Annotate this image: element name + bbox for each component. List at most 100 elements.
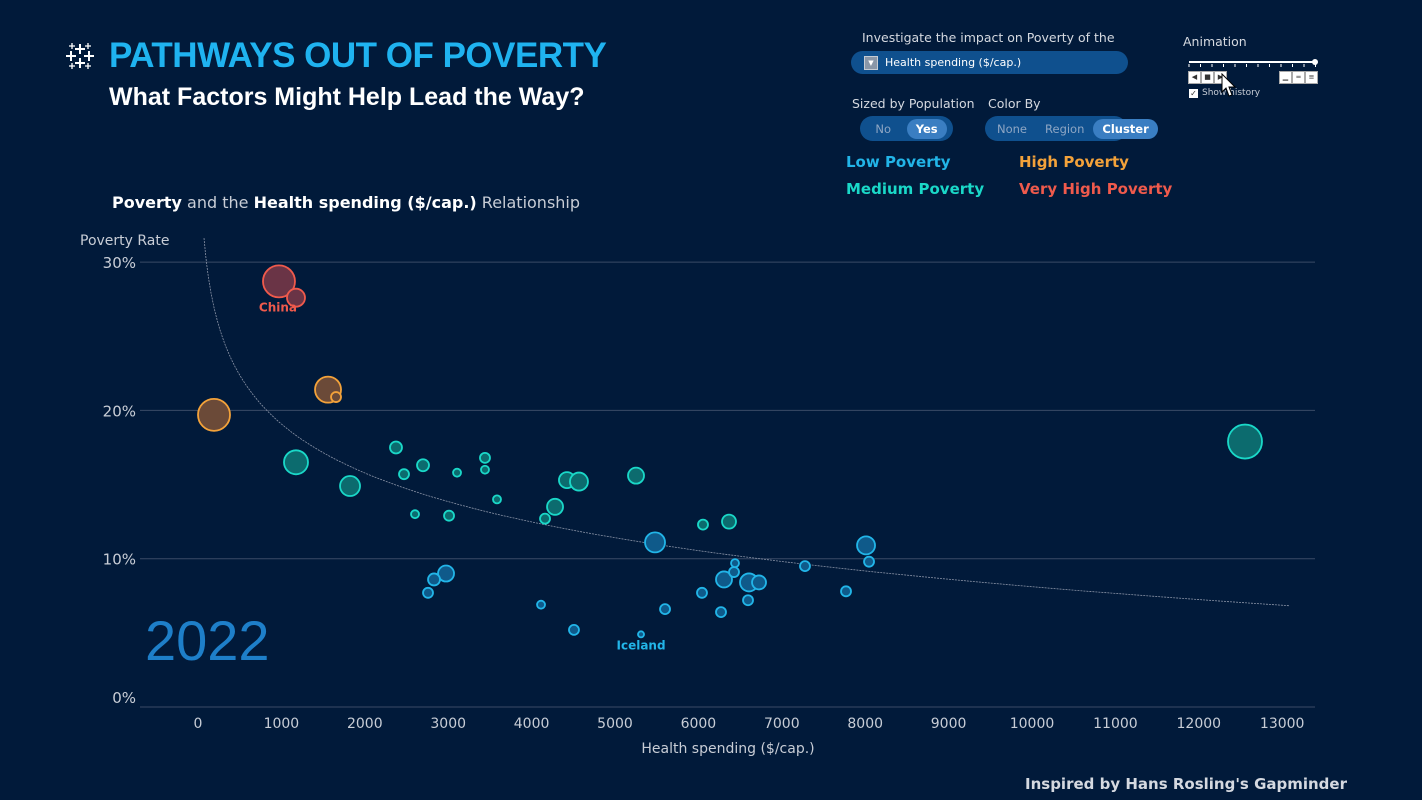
data-point-low[interactable] [742,594,754,607]
x-tick-label: 10000 [1010,716,1055,732]
chart-heading: Poverty and the Health spending ($/cap.)… [112,193,580,212]
color-by-toggle[interactable]: None Region Cluster [985,116,1158,141]
x-tick-label: 6000 [681,716,717,732]
color-option-region[interactable]: Region [1045,121,1085,136]
measure-selected-value: Health spending ($/cap.) [885,56,1022,69]
data-point-medium[interactable] [546,497,564,516]
data-point-low[interactable] [659,603,671,616]
data-point-medium[interactable] [721,513,737,530]
x-tick-label: 12000 [1177,716,1222,732]
x-tick-label: 5000 [597,716,633,732]
data-point-low[interactable] [427,572,441,587]
x-tick-label: 0 [194,716,203,732]
data-point-low[interactable] [728,566,740,578]
step-back-icon[interactable]: ◀ [1188,71,1201,84]
point-label: Iceland [616,638,665,652]
data-point-medium[interactable] [479,451,491,464]
stop-icon[interactable]: ■ [1201,71,1214,84]
data-point-medium[interactable] [443,509,455,522]
data-point-high[interactable] [330,391,342,403]
data-point-low[interactable] [644,531,666,554]
checkbox-checked-icon[interactable]: ✓ [1189,88,1198,98]
data-point-low[interactable] [715,606,727,618]
data-point-low[interactable] [840,585,852,598]
x-tick-label: 11000 [1093,716,1138,732]
data-point-low[interactable] [856,535,876,556]
x-tick-label: 8000 [847,716,883,732]
data-point-veryhigh[interactable] [286,287,306,308]
legend-low-poverty: Low Poverty [846,153,951,171]
data-point-medium[interactable] [452,467,462,478]
color-option-none[interactable]: None [997,121,1028,136]
data-point-low[interactable] [730,558,740,569]
color-by-label: Color By [988,96,1041,111]
data-point-low[interactable] [863,555,875,568]
animation-controls: ◀ ■ ▶ ▁ ═ ≡ [1188,71,1320,85]
legend-very-high-poverty: Very High Poverty [1019,180,1173,198]
data-point-medium[interactable] [416,458,430,473]
dropdown-arrow-icon[interactable]: ▼ [864,55,878,70]
animation-label: Animation [1183,34,1247,49]
data-point-medium[interactable] [410,509,420,520]
speed-medium-icon[interactable]: ═ [1292,71,1305,84]
sized-by-label: Sized by Population [852,96,975,111]
data-point-medium[interactable] [480,464,490,475]
data-point-veryhigh[interactable] [262,264,296,299]
x-tick-label: 4000 [514,716,550,732]
y-tick-label: 0% [112,689,136,707]
x-tick-label: 1000 [264,716,300,732]
y-tick-label: 10% [103,551,136,569]
speed-slow-icon[interactable]: ▁ [1279,71,1292,84]
data-point-medium[interactable] [398,468,410,481]
y-tick-label: 30% [103,254,136,272]
heading-measure: Health spending ($/cap.) [253,193,477,212]
data-point-medium[interactable] [1227,423,1263,460]
sized-option-no[interactable]: No [875,121,891,136]
speed-fast-icon[interactable]: ≡ [1305,71,1318,84]
data-point-medium[interactable] [339,475,361,497]
data-point-medium[interactable] [283,449,309,476]
data-point-medium[interactable] [569,471,589,492]
data-point-low[interactable] [696,586,708,599]
animation-slider[interactable] [1188,58,1318,68]
data-point-low[interactable] [536,599,546,610]
data-point-low[interactable] [637,630,645,639]
trend-line [203,238,1290,607]
data-point-medium[interactable] [627,466,645,485]
data-point-high[interactable] [197,397,231,432]
page-title: PATHWAYS OUT OF POVERTY [109,36,607,75]
heading-relationship: Relationship [476,193,581,212]
y-axis-label: Poverty Rate [80,233,170,249]
slider-thumb[interactable] [1312,59,1318,65]
data-point-medium[interactable] [492,494,502,505]
color-option-cluster[interactable]: Cluster [1093,118,1158,139]
data-point-medium[interactable] [539,512,551,525]
data-point-low[interactable] [715,570,733,589]
x-tick-label: 13000 [1260,716,1305,732]
x-tick-label: 3000 [430,716,466,732]
data-point-low[interactable] [568,623,580,636]
sized-option-yes[interactable]: Yes [906,118,947,139]
data-point-low[interactable] [422,586,434,599]
year-label: 2022 [145,609,270,672]
sized-by-toggle[interactable]: No Yes [860,116,953,141]
x-tick-label: 2000 [347,716,383,732]
mouse-cursor-icon [1221,73,1237,97]
x-tick-label: 9000 [931,716,967,732]
tableau-logo-icon [66,43,94,69]
x-tick-label: 7000 [764,716,800,732]
data-point-low[interactable] [799,560,811,573]
x-axis-label: Health spending ($/cap.) [641,741,814,757]
legend-medium-poverty: Medium Poverty [846,180,985,198]
data-point-low[interactable] [437,564,455,583]
data-point-medium[interactable] [389,440,403,455]
page-subtitle: What Factors Might Help Lead the Way? [109,83,585,111]
point-label: China [259,300,297,314]
data-point-low[interactable] [751,574,767,591]
heading-poverty: Poverty [112,193,182,212]
measure-dropdown[interactable]: ▼ Health spending ($/cap.) [851,51,1128,74]
heading-connector: and the [181,193,254,212]
data-point-medium[interactable] [697,518,709,531]
legend-high-poverty: High Poverty [1019,153,1129,171]
